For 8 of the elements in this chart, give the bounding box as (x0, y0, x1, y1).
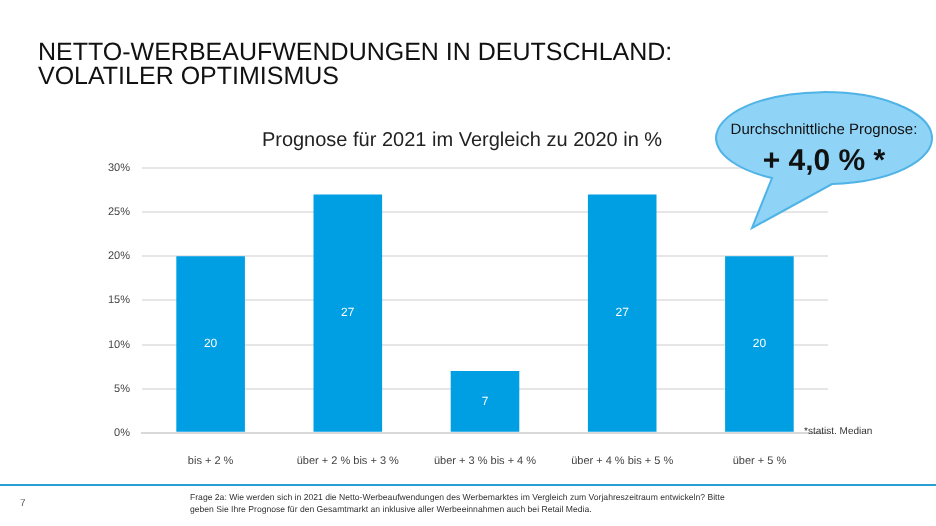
annotation: + 4,0 % * (760, 144, 888, 178)
bar (176, 256, 245, 432)
bar (587, 194, 657, 432)
bar (313, 194, 383, 432)
bar (725, 256, 794, 432)
chart-subtitle: Prognose für 2021 im Vergleich zu 2020 in % (261, 129, 663, 152)
chart-title: NETTO-WERBEAUFWENDUNGEN IN DEUTSCHLAND: VOLATILER OPTIMISMUS (38, 38, 673, 90)
bar (450, 371, 520, 432)
